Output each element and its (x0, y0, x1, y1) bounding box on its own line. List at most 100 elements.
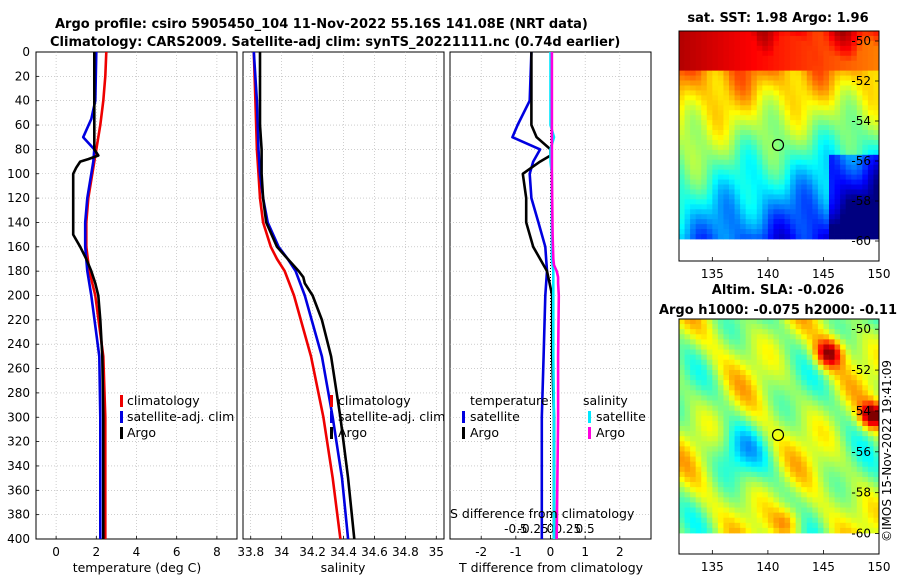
map-cell (862, 194, 869, 200)
map-cell (801, 209, 808, 215)
map-cell (767, 502, 774, 508)
map-cell (862, 234, 869, 240)
map-cell (762, 324, 769, 330)
map-cell (773, 75, 780, 81)
map-cell (712, 45, 719, 52)
map-cell (867, 364, 874, 371)
map-cell (867, 527, 874, 534)
map-cell (701, 50, 708, 57)
map-cell (679, 451, 685, 457)
map-cell (873, 144, 880, 151)
map-cell (701, 179, 708, 185)
map-cell (817, 334, 824, 340)
map-cell (817, 31, 824, 37)
map-cell (806, 420, 813, 427)
map-cell (829, 85, 835, 91)
map-cell (867, 31, 874, 37)
map-cell (862, 179, 869, 185)
map-cell (706, 451, 713, 457)
map-cell (817, 461, 824, 468)
map-cell (734, 334, 741, 340)
map-cell (690, 380, 697, 386)
map-cell (840, 339, 847, 345)
map-cell (851, 120, 858, 126)
map-cell (701, 189, 708, 195)
map-cell (751, 219, 758, 225)
map-cell (729, 164, 735, 171)
map-cell (867, 446, 874, 452)
map-cell (790, 115, 797, 121)
map-cell (762, 95, 769, 101)
map-cell (679, 31, 685, 37)
map-cell (690, 339, 697, 345)
map-cell (812, 105, 819, 111)
map-cell (762, 45, 769, 52)
map-cell (723, 400, 730, 407)
map-cell (790, 209, 797, 215)
map-cell (867, 502, 874, 508)
map-cell (795, 497, 802, 503)
map-cell (717, 80, 724, 86)
map-cell (851, 405, 858, 412)
map-cell (795, 354, 802, 361)
map-cell (856, 527, 863, 534)
map-cell (740, 319, 747, 325)
map-cell (690, 410, 697, 417)
map-cell (806, 349, 813, 356)
map-cell (867, 517, 874, 524)
map-cell (862, 375, 869, 381)
map-cell (873, 229, 880, 235)
map-cell (734, 229, 741, 235)
map-cell (756, 135, 763, 141)
map-cell (690, 354, 697, 361)
map-cell (729, 169, 735, 176)
map-cell (845, 324, 852, 330)
map-cell (823, 204, 830, 210)
map-cell (817, 527, 824, 534)
depth-tick-label: 220 (7, 313, 30, 327)
map-cell (851, 35, 858, 42)
map-cell (679, 70, 685, 76)
map-cell (712, 50, 719, 57)
map-cell (812, 80, 819, 86)
map-cell (845, 471, 852, 478)
map-cell (801, 144, 808, 151)
map-cell (829, 135, 835, 141)
map-cell (740, 224, 747, 230)
map-cell (745, 375, 752, 381)
map-cell (867, 375, 874, 381)
map-cell (845, 65, 852, 72)
map-cell (756, 45, 763, 52)
map-cell (862, 95, 869, 101)
map-cell (867, 45, 874, 52)
map-cell (717, 199, 724, 205)
map-cell (806, 329, 813, 335)
map-cell (834, 179, 841, 185)
map-cell (801, 354, 808, 361)
map-cell (690, 476, 697, 483)
map-cell (679, 375, 685, 381)
map-cell (867, 354, 874, 361)
map-cell (817, 492, 824, 498)
map-cell (801, 364, 808, 371)
map-cell (767, 420, 774, 427)
map-cell (762, 482, 769, 488)
map-cell (851, 159, 858, 166)
map-cell (729, 375, 735, 381)
map-cell (795, 426, 802, 432)
map-cell (712, 359, 719, 366)
map-cell (806, 415, 813, 422)
map-cell (873, 426, 880, 432)
map-cell (767, 90, 774, 96)
map-cell (734, 390, 741, 396)
map-cell (762, 139, 769, 146)
map-cell (712, 214, 719, 220)
map-cell (745, 159, 752, 166)
map-cell (695, 40, 702, 47)
map-cell (745, 50, 752, 57)
map-cell (756, 149, 763, 156)
map-cell (829, 364, 835, 371)
map-cell (873, 385, 880, 391)
map-cell (851, 184, 858, 190)
map-cell (712, 199, 719, 205)
